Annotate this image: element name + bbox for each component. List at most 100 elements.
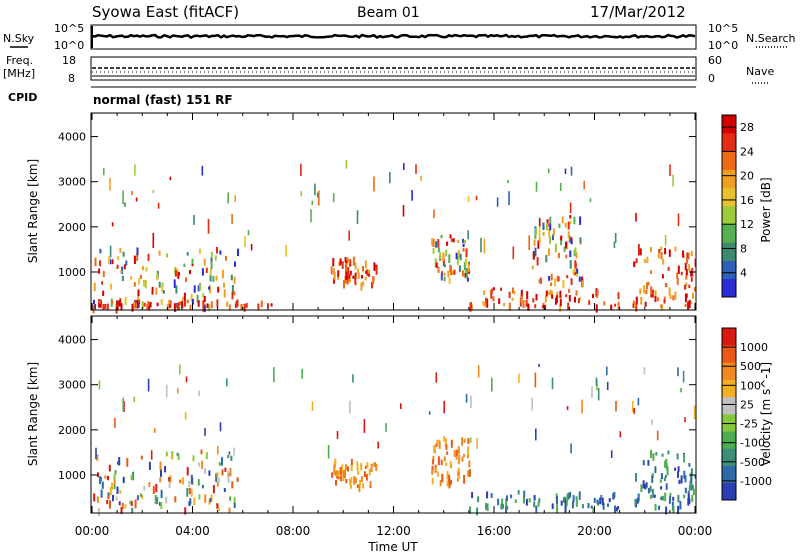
scatter-cell bbox=[680, 475, 683, 484]
scatter-cell bbox=[179, 364, 181, 375]
scatter-cell bbox=[102, 290, 105, 296]
scatter-cell bbox=[116, 264, 119, 269]
scatter-cell bbox=[690, 277, 693, 282]
colorbar-segment bbox=[722, 151, 736, 170]
scatter-cell bbox=[687, 498, 690, 506]
scatter-cell bbox=[485, 503, 488, 510]
scatter-cell bbox=[654, 503, 657, 511]
scatter-cell bbox=[443, 436, 446, 442]
scatter-cell bbox=[579, 216, 582, 225]
scatter-cell bbox=[219, 250, 222, 255]
scatter-cell bbox=[104, 303, 107, 310]
scatter-cell bbox=[688, 284, 691, 288]
scatter-cell bbox=[655, 452, 658, 456]
scatter-cell bbox=[330, 266, 333, 275]
scatter-cell bbox=[134, 164, 136, 176]
scatter-cell bbox=[124, 297, 127, 305]
scatter-cell bbox=[366, 462, 369, 468]
scatter-cell bbox=[535, 428, 537, 441]
scatter-cell bbox=[640, 484, 643, 493]
scatter-cell bbox=[660, 496, 663, 501]
scatter-cell bbox=[513, 290, 516, 295]
scatter-cell bbox=[662, 495, 664, 501]
scatter-cell bbox=[560, 239, 563, 246]
scatter-cell bbox=[141, 301, 144, 310]
scatter-cell bbox=[486, 298, 489, 308]
scatter-cell bbox=[151, 290, 154, 295]
scatter-cell bbox=[647, 488, 650, 494]
power-y-axis: 1000 2000 3000 4000 bbox=[58, 131, 696, 279]
scatter-cell bbox=[334, 460, 336, 468]
scatter-cell bbox=[446, 241, 449, 246]
scatter-cell bbox=[534, 233, 537, 239]
scatter-cell bbox=[665, 483, 668, 490]
scatter-cell bbox=[613, 241, 616, 248]
scatter-cell bbox=[431, 238, 434, 246]
scatter-cell bbox=[560, 236, 563, 241]
scatter-cell bbox=[568, 289, 571, 293]
scatter-cell bbox=[362, 281, 365, 286]
scatter-cell bbox=[459, 253, 462, 261]
scatter-cell bbox=[569, 250, 572, 258]
scatter-cell bbox=[455, 252, 458, 260]
scatter-cell bbox=[270, 303, 273, 307]
scatter-cell bbox=[690, 250, 693, 257]
scatter-cell bbox=[575, 496, 578, 500]
scatter-cell bbox=[505, 505, 507, 513]
scatter-cell bbox=[98, 380, 101, 390]
nave-label: Nave bbox=[746, 65, 774, 78]
scatter-cell bbox=[327, 445, 330, 459]
scatter-cell bbox=[109, 177, 111, 191]
scatter-cell bbox=[119, 247, 122, 253]
scatter-cell bbox=[476, 438, 478, 449]
scatter-cell bbox=[559, 304, 562, 312]
scatter-cell bbox=[136, 303, 139, 309]
scatter-cell bbox=[525, 300, 528, 307]
scatter-cell bbox=[667, 267, 670, 271]
scatter-cell bbox=[596, 499, 599, 504]
scatter-cell bbox=[610, 304, 613, 311]
scatter-cell bbox=[457, 471, 460, 477]
scatter-cell bbox=[169, 475, 172, 483]
scatter-cell bbox=[644, 484, 647, 490]
scatter-cell bbox=[120, 507, 123, 515]
scatter-cell bbox=[152, 233, 155, 248]
scatter-cell bbox=[159, 461, 162, 471]
scatter-cell bbox=[348, 278, 351, 283]
scatter-cell bbox=[693, 405, 696, 420]
scatter-cell bbox=[676, 277, 679, 285]
freq-unit-label: [MHz] bbox=[3, 67, 35, 80]
scatter-cell bbox=[363, 471, 366, 478]
scatter-cell bbox=[477, 365, 480, 378]
scatter-cell bbox=[111, 259, 114, 265]
scatter-cell bbox=[108, 464, 111, 472]
scatter-cell bbox=[518, 373, 520, 383]
scatter-cell bbox=[461, 437, 464, 446]
scatter-cell bbox=[227, 192, 229, 204]
scatter-cell bbox=[234, 195, 236, 202]
colorbar-segment bbox=[722, 206, 736, 225]
scatter-cell bbox=[469, 437, 472, 443]
scatter-cell bbox=[538, 217, 541, 227]
scatter-cell bbox=[217, 477, 220, 483]
scatter-cell bbox=[575, 290, 578, 296]
scatter-cell bbox=[565, 241, 567, 248]
scatter-cell bbox=[535, 228, 538, 235]
scatter-cell bbox=[233, 447, 235, 456]
scatter-cell bbox=[118, 300, 121, 307]
scatter-cell bbox=[684, 293, 687, 303]
scatter-cell bbox=[466, 272, 468, 278]
scatter-cell bbox=[372, 462, 375, 467]
scatter-cell bbox=[121, 266, 124, 274]
scatter-cell bbox=[117, 256, 120, 261]
colorbar-segment bbox=[722, 260, 736, 280]
scatter-cell bbox=[483, 290, 486, 295]
scatter-cell bbox=[143, 486, 146, 491]
scatter-cell bbox=[377, 441, 379, 449]
colorbar-tick-label: -1000 bbox=[740, 475, 772, 488]
scatter-cell bbox=[484, 303, 487, 307]
scatter-cell bbox=[191, 263, 194, 267]
scatter-cell bbox=[356, 461, 359, 470]
scatter-cell bbox=[467, 470, 470, 477]
scatter-cell bbox=[215, 473, 218, 482]
